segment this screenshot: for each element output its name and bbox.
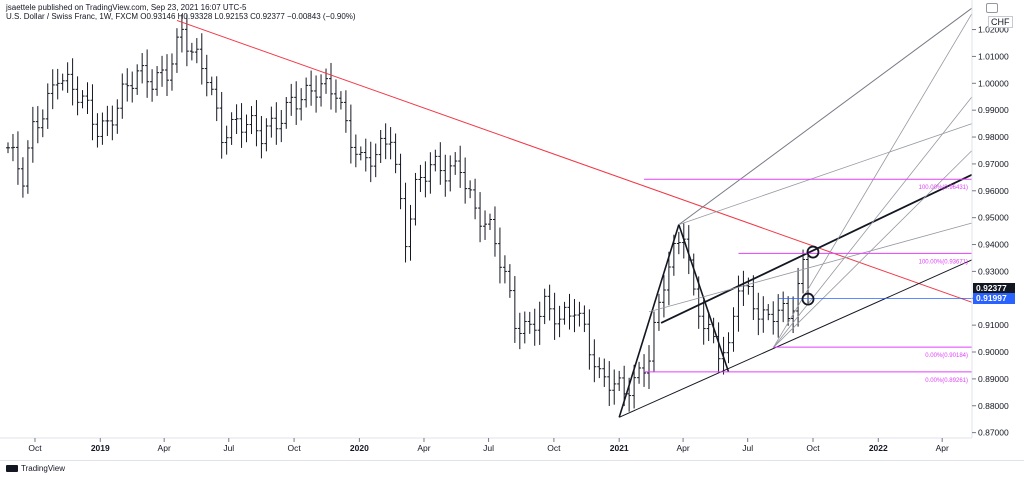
descending-trendline (176, 19, 973, 303)
publisher-line: jsaettele published on TradingView.com, … (6, 3, 247, 12)
time-tick-label: Jul (483, 443, 494, 453)
pitchfork-inner-line (772, 96, 973, 348)
time-tick-label: Oct (547, 443, 561, 453)
price-tick-label: 0.98000 (978, 132, 1009, 142)
price-tick-label: 0.95000 (978, 213, 1009, 223)
fib-level-label: 0.00%(0.89261) (925, 378, 968, 384)
price-tick-label: 1.02000 (978, 25, 1009, 35)
last-price-tag: 0.92377 (973, 282, 1015, 294)
price-tick-label: 1.00000 (978, 78, 1009, 88)
time-tick-label: Apr (676, 443, 689, 453)
price-axis[interactable]: 0.870000.880000.890000.900000.910000.920… (972, 25, 1009, 438)
brand-label: TradingView (21, 464, 66, 473)
fib-labels: 100.00%(0.96431) 100.00%(0.93671) 0.00%(0.… (919, 185, 968, 384)
time-tick-label: 2020 (350, 443, 369, 453)
pitchfork-inner-line (772, 13, 973, 348)
symbol-title[interactable]: U.S. Dollar / Swiss Franc, 1W, FXCM (6, 12, 139, 21)
time-axis[interactable]: Oct 2019 Apr Jul Oct 2020 Apr Jul Oct 2021 Apr Jul O… (28, 438, 949, 453)
fib-level-label: 100.00%(0.96431) (919, 185, 968, 191)
price-tick-label: 0.88000 (978, 401, 1009, 411)
price-tick-label: 0.94000 (978, 240, 1009, 250)
time-tick-label: Apr (158, 443, 171, 453)
time-tick-label: Apr (417, 443, 430, 453)
pitchfork-lower-line (618, 259, 973, 418)
tradingview-logo-icon (6, 465, 18, 473)
ohlc-readout: O0.93146 H0.93328 L0.92153 C0.92377 −0.0… (140, 12, 356, 21)
fib-level-label: 0.00%(0.90184) (925, 353, 968, 359)
price-tick-label: 0.89000 (978, 374, 1009, 384)
gear-icon[interactable] (986, 3, 998, 13)
time-tick-label: 2021 (610, 443, 629, 453)
pivot-leg-up (618, 224, 680, 418)
chart-header: jsaettele published on TradingView.com, … (6, 3, 356, 21)
price-tick-label: 0.97000 (978, 159, 1009, 169)
pivot-leg-down (678, 224, 730, 373)
time-tick-label: 2019 (91, 443, 110, 453)
price-tick-label: 0.96000 (978, 186, 1009, 196)
time-tick-label: Oct (28, 443, 42, 453)
pitchfork-inner-line (678, 123, 973, 226)
time-tick-label: Oct (806, 443, 820, 453)
price-tick-label: 0.90000 (978, 347, 1009, 357)
time-tick-label: Jul (223, 443, 234, 453)
footer-bar: TradingView (0, 460, 1024, 477)
price-tick-label: 1.01000 (978, 51, 1009, 61)
highlight-circle (801, 292, 815, 306)
chart-drawings (176, 7, 973, 418)
time-tick-label: 2022 (869, 443, 888, 453)
time-tick-label: Apr (936, 443, 949, 453)
pitchfork-upper-line (678, 7, 973, 226)
price-bars (6, 14, 811, 412)
ray-price-tag: 0.91997 (973, 292, 1015, 304)
pitchfork-inner-line (772, 150, 973, 348)
price-tick-label: 0.93000 (978, 266, 1009, 276)
currency-label[interactable]: CHF (988, 16, 1013, 28)
price-tick-label: 0.99000 (978, 105, 1009, 115)
highlight-circle (806, 245, 820, 259)
pitchfork-inner-line (648, 222, 973, 313)
price-tick-label: 0.91000 (978, 320, 1009, 330)
time-tick-label: Jul (742, 443, 753, 453)
time-tick-label: Oct (287, 443, 301, 453)
price-tick-label: 0.87000 (978, 428, 1009, 438)
fib-level-label: 100.00%(0.93671) (919, 259, 968, 265)
tradingview-logo[interactable]: TradingView (6, 461, 65, 476)
